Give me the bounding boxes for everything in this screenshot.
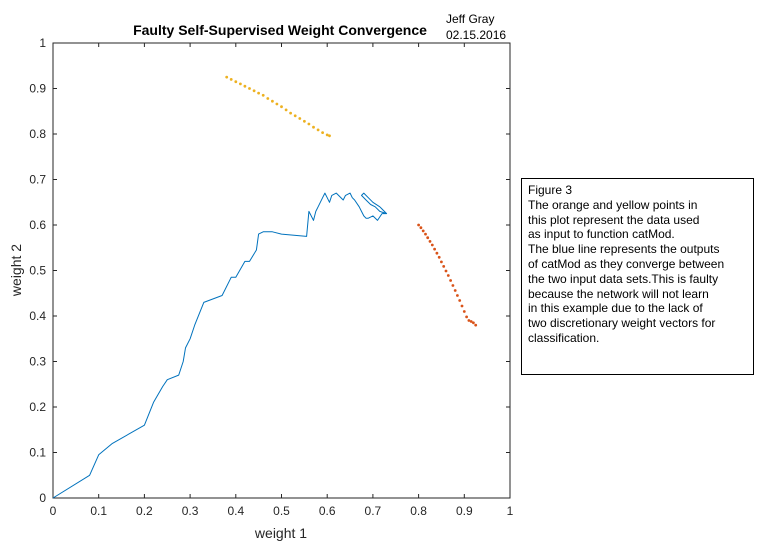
data-point: [419, 226, 423, 230]
data-point: [467, 319, 471, 322]
data-point: [239, 82, 242, 86]
y-axis-label: weight 2: [8, 244, 24, 297]
data-point: [462, 310, 466, 313]
data-point: [257, 91, 260, 95]
annotation-line: The blue line represents the outputs: [528, 242, 720, 257]
data-point: [307, 122, 311, 126]
y-tick-label: 1: [39, 36, 46, 50]
data-point: [453, 289, 457, 292]
x-tick-label: 0.8: [410, 504, 427, 518]
data-point: [298, 117, 302, 120]
author-date: 02.15.2016: [446, 28, 507, 42]
data-point: [293, 114, 297, 118]
data-point: [303, 119, 306, 123]
x-tick-label: 0.2: [136, 504, 153, 518]
data-point: [312, 125, 315, 129]
axis-ticks: 0 0.1 0.2 0.3 0.4 0.5 0.6 0.7 0.8 0.9 1 0 0.1 0.2 0.3 0…: [29, 36, 513, 518]
data-point: [449, 279, 452, 282]
data-point: [261, 93, 265, 97]
convergence-line: [52, 192, 388, 499]
author-name: Jeff Gray: [446, 12, 495, 26]
data-point: [458, 299, 462, 302]
plot-frame: [52, 42, 511, 499]
data-point: [469, 320, 473, 323]
data-point: [289, 111, 292, 115]
figure-annotation-box: Figure 3 The orange and yellow points in…: [521, 178, 754, 375]
data-point: [248, 87, 251, 90]
data-point: [421, 229, 425, 233]
data-point: [280, 105, 283, 109]
y-tick-label: 0.4: [29, 309, 46, 323]
data-point: [234, 80, 238, 84]
x-tick-label: 0.7: [365, 504, 382, 518]
annotation-line: of catMod as they converge between: [528, 256, 725, 271]
data-point: [437, 255, 441, 259]
chart-title: Faulty Self-Supervised Weight Convergenc…: [133, 22, 427, 38]
y-tick-label: 0.9: [29, 82, 46, 96]
annotation-line: classification.: [528, 330, 600, 345]
data-point: [325, 133, 329, 137]
annotation-line: The orange and yellow points in: [528, 197, 698, 212]
y-tick-label: 0.8: [29, 127, 46, 141]
data-point: [465, 315, 468, 319]
data-point: [225, 75, 229, 79]
data-point: [435, 251, 439, 255]
data-point: [266, 97, 270, 100]
data-point: [430, 243, 434, 247]
y-tick-label: 0.7: [29, 173, 46, 187]
data-point: [440, 260, 443, 264]
annotation-line: Figure 3: [528, 183, 573, 197]
data-point: [433, 247, 436, 251]
annotation-line: as input to function catMod.: [528, 227, 675, 242]
data-point: [424, 232, 427, 236]
y-tick-label: 0.2: [29, 400, 46, 414]
data-point: [284, 108, 288, 112]
y-tick-label: 0: [39, 491, 46, 505]
annotation-line: two discretionary weight vectors for: [528, 316, 716, 331]
x-tick-label: 0.6: [319, 504, 336, 518]
x-axis-label: weight 1: [254, 525, 307, 541]
data-point: [442, 265, 446, 268]
data-point: [451, 284, 455, 287]
data-point: [417, 223, 420, 227]
annotation-line: the two input data sets.This is faulty: [528, 271, 719, 286]
data-point: [426, 236, 430, 240]
x-tick-label: 0.4: [227, 504, 244, 518]
data-point: [275, 102, 279, 106]
data-point: [271, 99, 274, 103]
x-tick-label: 0.5: [273, 504, 290, 518]
data-point: [428, 240, 432, 243]
x-tick-label: 0.1: [90, 504, 107, 518]
data-point: [456, 294, 459, 297]
annotation-line: because the network will not learn: [528, 286, 709, 301]
x-tick-label: 0.3: [182, 504, 199, 518]
data-point: [243, 84, 247, 88]
y-tick-label: 0.5: [29, 264, 46, 278]
x-tick-label: 0: [50, 504, 57, 518]
x-tick-label: 0.9: [456, 504, 473, 518]
data-point: [328, 134, 331, 138]
data-point: [472, 321, 475, 325]
data-point: [474, 323, 478, 327]
data-point: [446, 274, 450, 277]
data-point: [229, 78, 233, 81]
data-point: [321, 131, 324, 135]
data-point: [316, 128, 320, 132]
y-tick-label: 0.1: [29, 446, 46, 460]
y-tick-label: 0.6: [29, 218, 46, 232]
data-point: [444, 269, 448, 273]
data-point: [252, 89, 256, 93]
data-point: [460, 304, 464, 308]
y-tick-label: 0.3: [29, 355, 46, 369]
annotation-line: in this example due to the lack of: [528, 301, 703, 316]
x-tick-label: 1: [507, 504, 514, 518]
annotation-line: this plot represent the data used: [528, 212, 700, 227]
series-layer: [52, 75, 478, 499]
